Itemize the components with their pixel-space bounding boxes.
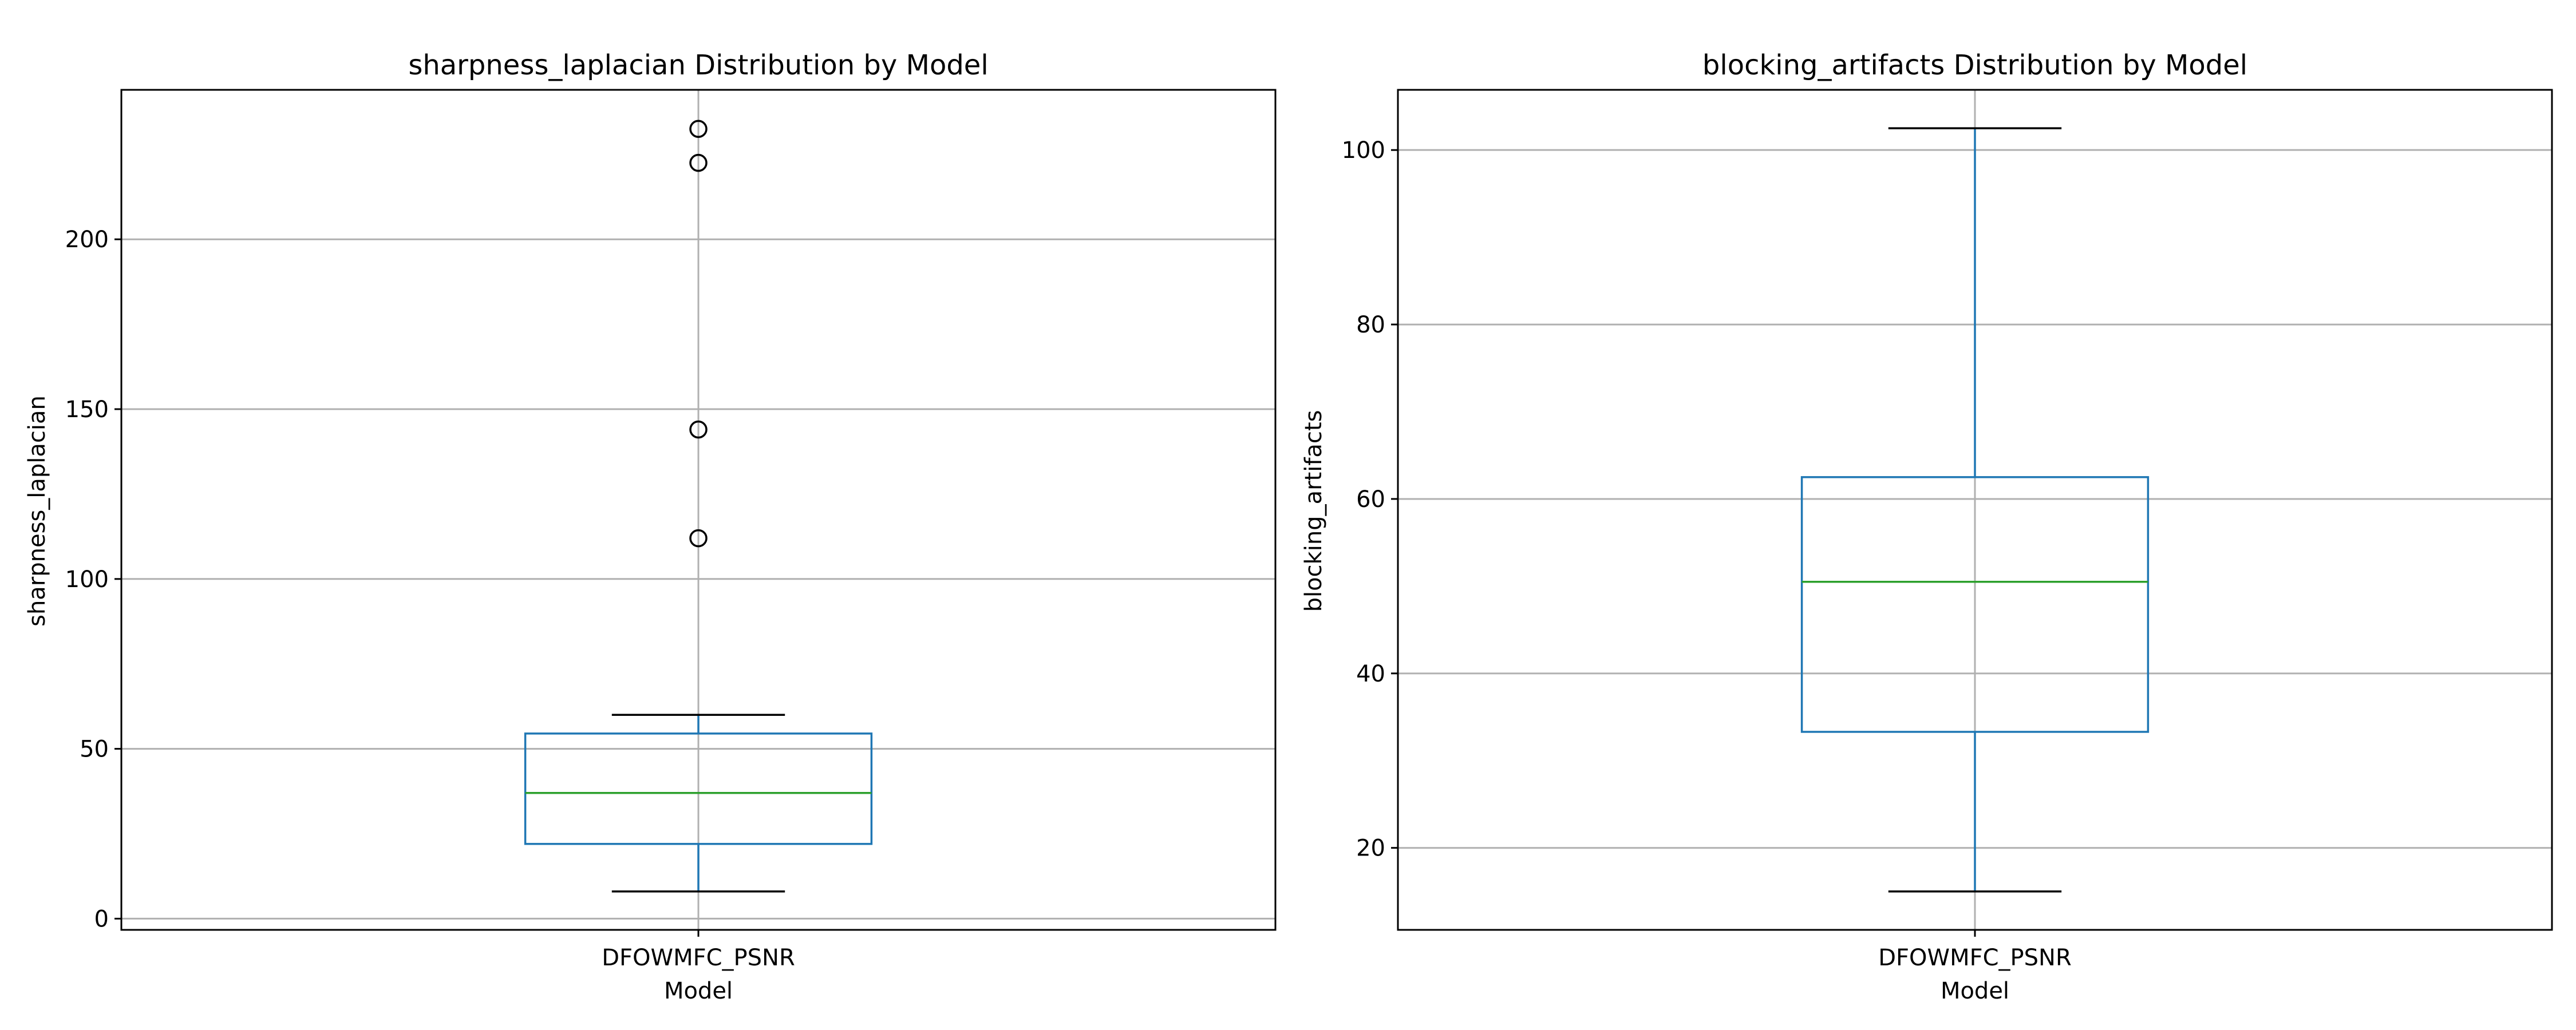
box-layer bbox=[1800, 127, 2150, 893]
boxplot-panel-blocking: blocking_artifacts Distribution by Model… bbox=[1301, 49, 2553, 1004]
y-axis-label: sharpness_laplacian bbox=[24, 395, 50, 627]
y-tick-label: 200 bbox=[65, 227, 109, 253]
y-axis-label: blocking_artifacts bbox=[1301, 410, 1327, 612]
y-tick-label: 80 bbox=[1356, 312, 1385, 338]
x-axis-label: Model bbox=[1941, 978, 2009, 1004]
boxplot-panel-sharpness: sharpness_laplacian Distribution by Mode… bbox=[24, 49, 1277, 1004]
x-tick-label: DFOWMFC_PSNR bbox=[602, 945, 795, 971]
outlier-point bbox=[689, 529, 708, 548]
y-tick-label: 60 bbox=[1356, 486, 1385, 513]
y-tick-label: 40 bbox=[1356, 661, 1385, 687]
y-tick-label: 150 bbox=[65, 397, 109, 423]
outlier-point bbox=[689, 153, 708, 172]
plot-frame bbox=[1397, 89, 2553, 931]
outlier-point bbox=[689, 420, 708, 439]
box-layer bbox=[524, 120, 873, 893]
y-tick-label: 100 bbox=[1342, 137, 1385, 164]
x-axis-label: Model bbox=[664, 978, 733, 1004]
tick-layer: 0 50 100 150 200 DFOWMFC_PSNR bbox=[65, 227, 795, 971]
y-tick-label: 50 bbox=[80, 736, 109, 763]
chart-title: blocking_artifacts Distribution by Model bbox=[1702, 49, 2247, 81]
plot-frame bbox=[120, 89, 1277, 931]
outlier-point bbox=[689, 120, 708, 138]
y-tick-label: 20 bbox=[1356, 835, 1385, 862]
iqr-box bbox=[1800, 476, 2150, 733]
x-tick-label: DFOWMFC_PSNR bbox=[1878, 945, 2072, 971]
grid-layer bbox=[121, 90, 1275, 930]
chart-title: sharpness_laplacian Distribution by Mode… bbox=[408, 49, 988, 81]
y-tick-label: 100 bbox=[65, 566, 109, 593]
y-tick-label: 0 bbox=[94, 906, 109, 932]
iqr-box bbox=[524, 732, 873, 845]
tick-layer: 20 40 60 80 100 DFOWMFC_PSNR bbox=[1342, 137, 2072, 971]
